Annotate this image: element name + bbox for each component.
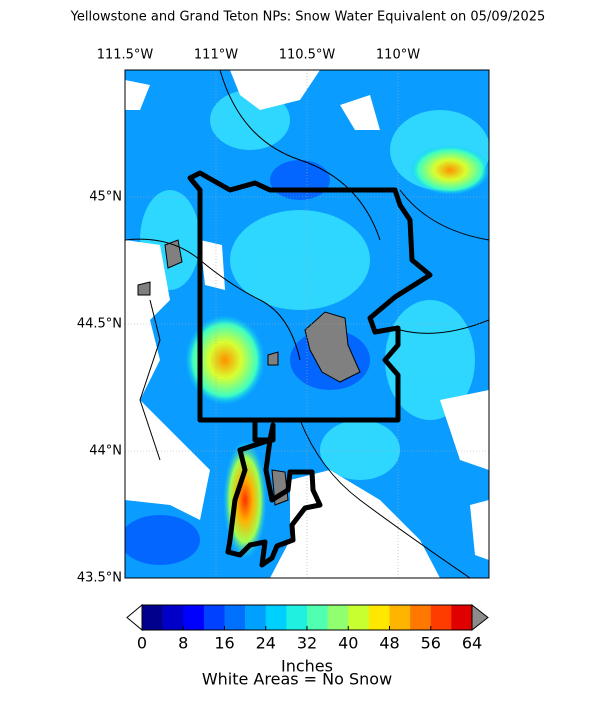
park-boundary — [187, 170, 433, 568]
colorbar-tick-label: 32 — [297, 634, 317, 653]
note: White Areas = No Snow — [202, 670, 392, 689]
lon-tick-label: 110°W — [376, 48, 420, 63]
colorbar-segment — [410, 605, 432, 630]
snow-high — [185, 315, 265, 405]
snow-high — [410, 145, 489, 195]
snow-texture — [140, 90, 489, 480]
colorbar-segment — [348, 605, 370, 630]
lat-tick-label: 44°N — [89, 444, 122, 459]
colorbar-segment — [327, 605, 349, 630]
colorbar-segment — [307, 605, 328, 630]
colorbar-segment — [265, 605, 287, 630]
colorbar-segment — [224, 605, 246, 630]
colorbar-tick-label: 8 — [178, 634, 188, 653]
colorbar-label: Inches — [281, 657, 333, 676]
colorbar-segment — [183, 605, 205, 630]
title: Yellowstone and Grand Teton NPs: Snow Wa… — [70, 10, 546, 25]
colorbar-tick-label: 24 — [256, 634, 276, 653]
river — [125, 70, 489, 578]
colorbar-under — [126, 603, 143, 632]
colorbar-tick-label: 16 — [214, 634, 234, 653]
colorbar-tick-label: 56 — [421, 634, 441, 653]
lon-tick-label: 111°W — [194, 48, 238, 63]
map — [125, 70, 489, 578]
colorbar-tick-label: 40 — [338, 634, 358, 653]
colorbar: 0 8 16 24 32 40 48 56 64 — [126, 603, 489, 653]
colorbar-segment — [142, 605, 163, 630]
colorbar-tick-label: 64 — [462, 634, 482, 653]
map-frame — [124, 69, 490, 579]
snow-high — [223, 440, 267, 560]
colorbar-segment — [430, 605, 452, 630]
colorbar-over — [471, 603, 489, 632]
colorbar-segment — [245, 605, 267, 630]
colorbar-segment — [389, 605, 411, 630]
colorbar-segment — [203, 605, 225, 630]
colorbar-segment — [451, 605, 473, 630]
lat-tick-label: 44.5°N — [77, 317, 122, 332]
no-snow — [125, 70, 489, 578]
lon-tick-label: 111.5°W — [97, 48, 154, 63]
colorbar-segment — [286, 605, 308, 630]
colorbar-segment — [368, 605, 390, 630]
colorbar-tick-label: 48 — [379, 634, 399, 653]
grid — [125, 70, 489, 578]
colorbar-tick-label: 0 — [137, 634, 147, 653]
lat-tick-label: 43.5°N — [77, 571, 122, 586]
lake — [137, 239, 361, 506]
lon-tick-label: 110.5°W — [279, 48, 336, 63]
colorbar-segment — [162, 605, 184, 630]
lat-tick-label: 45°N — [89, 190, 122, 205]
